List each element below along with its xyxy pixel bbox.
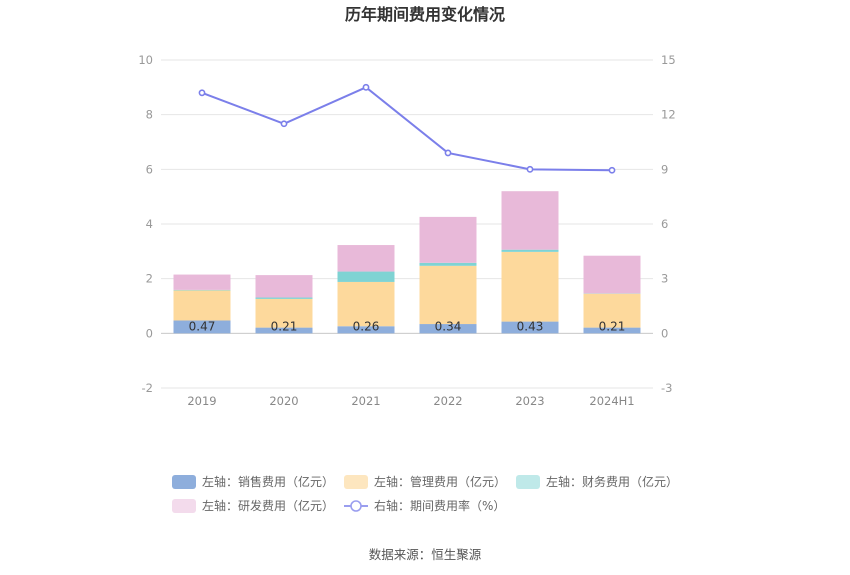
legend-label: 右轴：期间费用率（%）: [374, 498, 505, 513]
bar-4-2019: [173, 274, 231, 290]
right-axis-tick-label: 6: [661, 217, 668, 231]
left-axis-tick-label: 2: [146, 272, 153, 286]
bar-series: [173, 191, 641, 334]
rate-point: [362, 83, 370, 91]
bar-4-2021: [337, 245, 395, 272]
right-axis-tick-label: -3: [661, 381, 672, 395]
x-axis-tick-label: 2020: [269, 394, 298, 408]
right-axis-tick-label: 3: [661, 272, 668, 286]
rate-point: [608, 166, 616, 174]
bar-1-2020: [255, 327, 313, 334]
legend-swatch: [172, 475, 196, 489]
rate-point: [198, 89, 206, 97]
bar-2-2023: [501, 251, 559, 322]
bar-1-2024H1: [583, 327, 641, 334]
rate-point: [526, 165, 534, 173]
rate-point: [444, 149, 452, 157]
bar-3-2022: [419, 262, 477, 266]
x-axis-tick-label: 2022: [433, 394, 462, 408]
legend-swatch: [172, 499, 196, 513]
bar-2-2019: [173, 290, 231, 321]
x-axis-tick-label: 2023: [515, 394, 544, 408]
left-axis-tick-label: 10: [138, 53, 153, 67]
legend-label: 左轴：销售费用（亿元）: [202, 474, 334, 489]
bar-2-2024H1: [583, 293, 641, 328]
bar-4-2024H1: [583, 255, 641, 294]
bar-3-2020: [255, 297, 313, 299]
data-label: 0.21: [271, 319, 298, 333]
x-axis-tick-label: 2019: [187, 394, 216, 408]
data-label: 0.43: [517, 319, 544, 333]
right-axis-tick-label: 9: [661, 162, 668, 176]
rate-point: [280, 120, 288, 128]
left-axis-tick-label: 6: [146, 162, 153, 176]
bar-1-2023: [501, 321, 559, 334]
data-label: 0.34: [435, 319, 462, 333]
left-axis-tick-label: -2: [142, 381, 153, 395]
legend-label: 左轴：财务费用（亿元）: [546, 474, 678, 489]
legend-swatch: [344, 475, 368, 489]
left-axis-tick-label: 4: [146, 217, 153, 231]
legend-label: 左轴：研发费用（亿元）: [202, 498, 334, 513]
bar-3-2023: [501, 249, 559, 252]
legend: 左轴：销售费用（亿元） 左轴：管理费用（亿元） 左轴：财务费用（亿元） 左轴：研发费用…: [172, 474, 678, 513]
bar-3-2021: [337, 271, 395, 282]
bar-1-2019: [173, 320, 231, 334]
bar-4-2022: [419, 216, 477, 263]
bar-2-2022: [419, 265, 477, 325]
data-label: 0.26: [353, 319, 380, 333]
right-axis-tick-label: 0: [661, 326, 668, 340]
right-axis-ticks: -3 0 3 6 9 12 15: [661, 53, 676, 395]
left-axis-tick-label: 0: [146, 326, 153, 340]
bar-2-2020: [255, 298, 313, 328]
bar-4-2020: [255, 275, 313, 298]
chart-title: 历年期间费用变化情况: [345, 5, 505, 24]
data-label: 0.21: [599, 319, 626, 333]
legend-line-marker: [350, 500, 362, 512]
right-axis-tick-label: 12: [661, 108, 676, 122]
rate-line-series: [198, 83, 616, 174]
bar-1-2021: [337, 326, 395, 334]
right-axis-tick-label: 15: [661, 53, 676, 67]
source-note: 数据来源：恒生聚源: [369, 547, 482, 562]
bar-3-2019: [173, 289, 231, 291]
x-axis-ticks: 2019 2020 2021 2022 2023 2024H1: [187, 394, 634, 408]
x-axis-tick-label: 2021: [351, 394, 380, 408]
rate-line: [201, 86, 613, 172]
gridlines: [161, 59, 653, 389]
bar-2-2021: [337, 281, 395, 327]
bar-4-2023: [501, 191, 559, 250]
data-label: 0.47: [189, 319, 216, 333]
legend-swatch: [516, 475, 540, 489]
left-axis-tick-label: 8: [146, 108, 153, 122]
x-axis-tick-label: 2024H1: [589, 394, 634, 408]
legend-label: 左轴：管理费用（亿元）: [374, 474, 506, 489]
bar-1-2022: [419, 324, 477, 334]
left-axis-ticks: -2 0 2 4 6 8 10: [138, 53, 153, 395]
data-labels: 0.47 0.21 0.26 0.34 0.43 0.21: [189, 319, 626, 333]
